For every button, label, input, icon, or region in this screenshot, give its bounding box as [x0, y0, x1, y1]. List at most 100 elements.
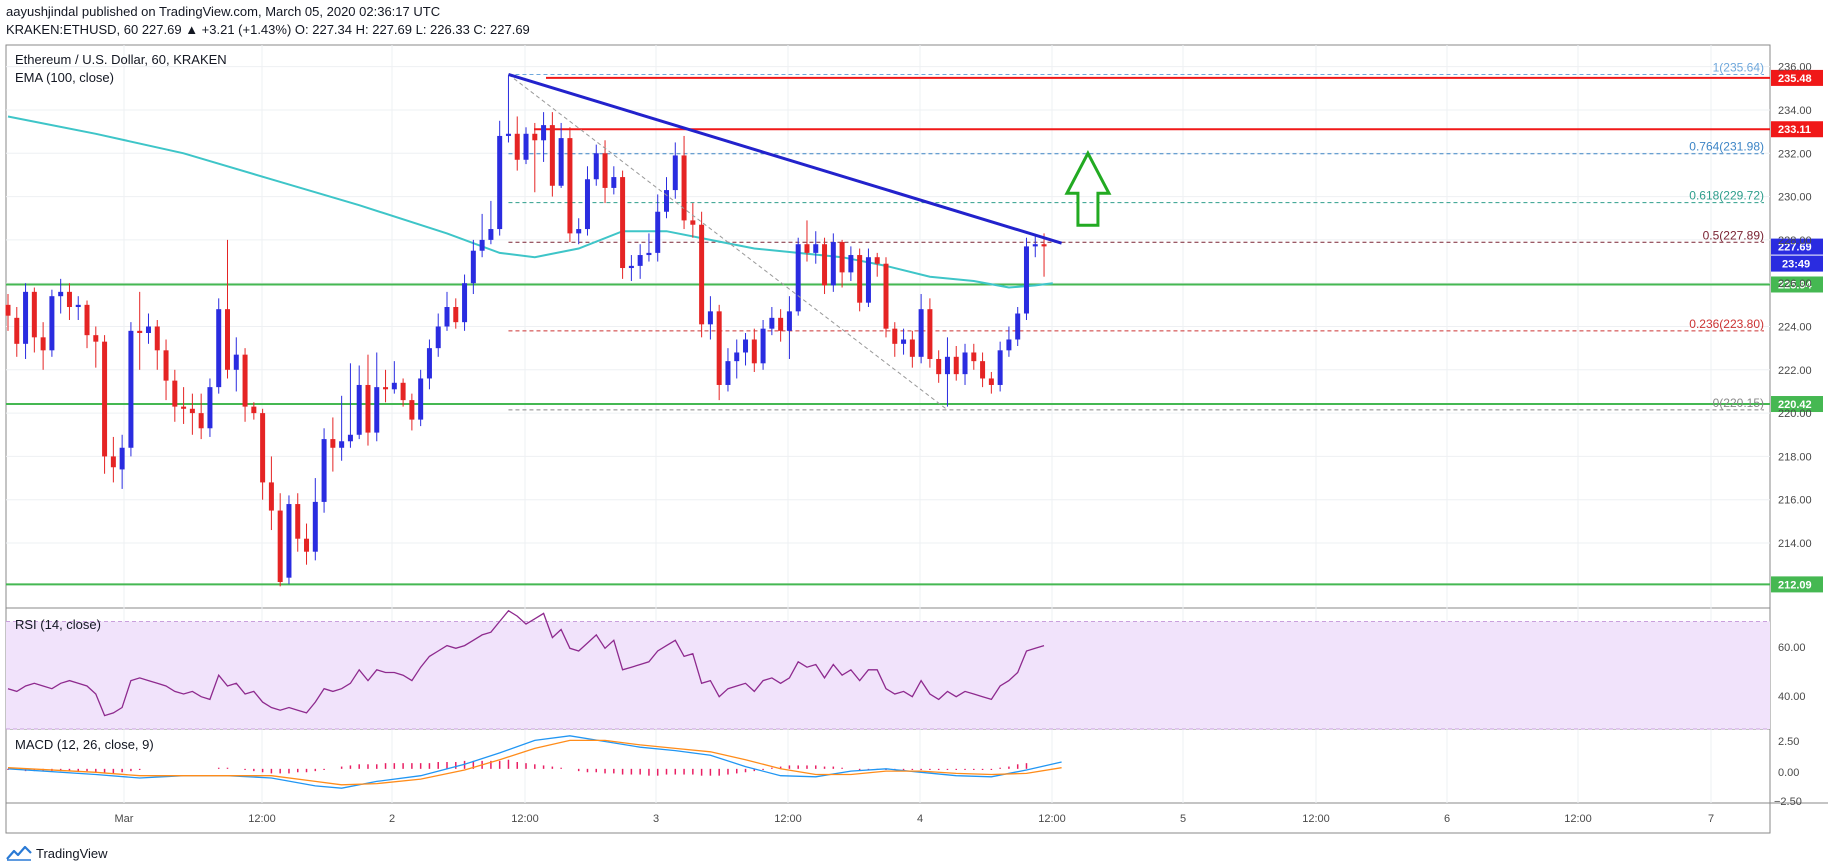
fib-level-label: 0.764(231.98)	[1689, 140, 1764, 154]
candle-down	[295, 493, 301, 552]
candle-body	[365, 384, 371, 433]
candle-down	[365, 354, 371, 446]
last-price-tag-label: 227.69	[1778, 242, 1812, 254]
candle-down	[751, 328, 757, 372]
candle-body	[251, 406, 257, 414]
candle-down	[181, 387, 187, 424]
candle-up	[830, 233, 836, 292]
candle-down	[839, 239, 845, 288]
time-axis-tick: 12:00	[1564, 813, 1592, 825]
candle-body	[681, 155, 687, 221]
candle-body	[49, 296, 55, 351]
candle-up	[664, 177, 669, 219]
candle-down	[532, 122, 538, 193]
candle-down	[383, 369, 389, 403]
candle-body	[356, 384, 362, 435]
candle-up	[576, 218, 582, 245]
candle-body	[848, 255, 854, 273]
price-tag-bg	[1771, 396, 1823, 413]
candle-down	[66, 283, 72, 321]
candle-up	[207, 378, 213, 437]
candle-up	[734, 339, 740, 379]
candle-body	[488, 229, 494, 240]
price-axis-tick: 230.00	[1778, 192, 1812, 204]
candle-down	[971, 343, 977, 370]
candle-body	[988, 378, 994, 385]
candle-down	[242, 348, 248, 422]
price-axis-tick: 224.00	[1778, 322, 1812, 334]
candle-up	[347, 363, 353, 448]
price-axis-tick: 226.00	[1778, 278, 1812, 290]
candle-down	[268, 456, 274, 531]
fib-diagonal-line	[508, 74, 948, 411]
tradingview-brand-name: TradingView	[36, 845, 108, 861]
candle-up	[462, 274, 468, 331]
candle-body	[918, 309, 924, 357]
price-tag-label: 212.09	[1778, 579, 1812, 591]
up-arrow-icon	[1064, 150, 1112, 227]
candle-body	[75, 304, 81, 308]
candle-body	[172, 380, 178, 407]
candle-body	[31, 291, 37, 338]
candle-body	[102, 341, 108, 457]
candle-down	[251, 402, 257, 420]
price-tag-bg	[1771, 276, 1823, 293]
candle-body	[5, 304, 11, 316]
candle-up	[637, 244, 643, 279]
price-axis-tick: 214.00	[1778, 538, 1812, 550]
candle-body	[462, 283, 468, 323]
candle-body	[611, 177, 617, 188]
candle-up	[584, 166, 590, 236]
candle-body	[699, 224, 705, 325]
time-axis-tick: 3	[653, 813, 659, 825]
candle-body	[154, 326, 160, 351]
time-axis-tick: 12:00	[248, 813, 276, 825]
candle-down	[225, 239, 230, 379]
candle-down	[102, 335, 108, 474]
candle-down	[5, 294, 11, 331]
candle-body	[541, 125, 547, 141]
candle-body	[1032, 244, 1038, 247]
candle-down	[892, 322, 898, 357]
candle-body	[453, 307, 459, 323]
fib-level-label: 0.236(223.80)	[1689, 317, 1764, 331]
candle-body	[400, 382, 406, 401]
axes-layer: Mar 12:00 2 12:00 3 12:00 4 12:00 5 12:00 6 12:00 7 2…	[115, 62, 1812, 825]
candle-body	[119, 447, 125, 470]
candle-up	[1015, 307, 1021, 346]
candle-down	[514, 116, 520, 171]
candle-up	[944, 337, 950, 407]
tradingview-brand[interactable]: TradingView	[6, 843, 108, 863]
candle-body	[84, 304, 90, 336]
macd-tick-0: 0.00	[1778, 767, 1799, 779]
candle-down	[927, 298, 933, 368]
candle-down	[40, 322, 46, 370]
candle-body	[997, 350, 1003, 385]
publisher-line: aayushjindal published on TradingView.co…	[6, 4, 440, 19]
candle-down	[154, 320, 160, 370]
candle-body	[233, 354, 239, 370]
candle-body	[980, 361, 986, 379]
candle-up	[418, 369, 424, 427]
time-axis-tick: 6	[1444, 813, 1450, 825]
candle-body	[277, 510, 283, 583]
fib-level-label: 1(235.64)	[1713, 60, 1764, 74]
candle-up	[75, 296, 81, 321]
candle-body	[602, 153, 608, 188]
price-tag-bg	[1771, 576, 1823, 593]
candle-up	[541, 112, 547, 162]
candle-down	[137, 291, 143, 370]
candle-up	[1006, 326, 1012, 357]
candle-body	[137, 330, 143, 333]
candle-down	[84, 300, 90, 349]
candle-body	[813, 244, 819, 253]
candle-down	[163, 339, 169, 401]
candle-body	[830, 242, 836, 286]
candle-up	[672, 142, 678, 199]
candle-up	[321, 428, 327, 513]
candle-up	[865, 248, 871, 308]
candle-up	[593, 144, 599, 186]
candle-up	[49, 289, 55, 357]
candle-up	[725, 348, 731, 392]
candle-down	[277, 493, 283, 587]
